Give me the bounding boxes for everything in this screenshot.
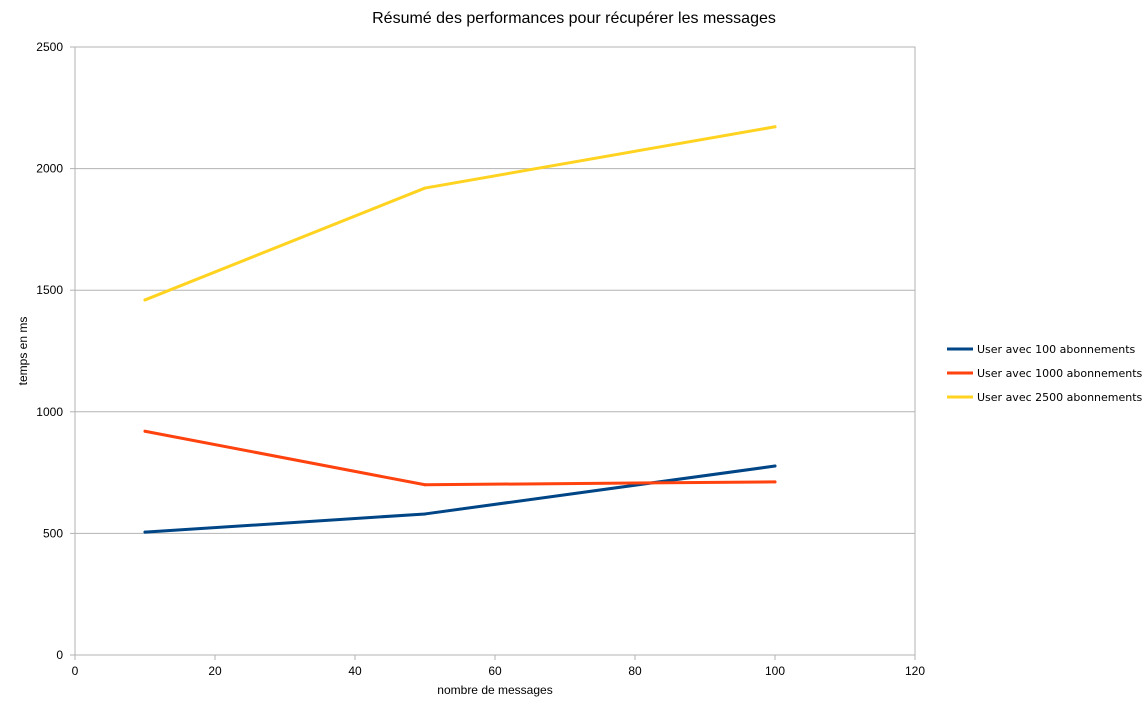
legend-label-2: User avec 1000 abonnements: [977, 367, 1143, 380]
legend-label-3: User avec 2500 abonnements: [977, 391, 1143, 404]
x-tick-label: 0: [72, 664, 79, 678]
series-lines: [143, 125, 777, 534]
x-tick-label: 100: [765, 664, 785, 678]
y-tick-label: 0: [56, 648, 63, 662]
gridlines: [75, 46, 915, 656]
y-tick-label: 2500: [36, 40, 63, 54]
plot-area-frame: [74, 46, 916, 656]
x-axis-label: nombre de messages: [437, 683, 552, 697]
data-point-1-3: [773, 464, 777, 468]
data-point-3-2: [423, 186, 427, 190]
chart-title: Résumé des performances pour récupérer l…: [372, 10, 776, 27]
y-tick-label: 1000: [36, 405, 63, 419]
data-point-3-3: [773, 125, 777, 129]
y-tick-label: 1500: [36, 283, 63, 297]
x-tick-label: 60: [488, 664, 502, 678]
data-point-2-3: [773, 480, 777, 484]
x-tick-label: 120: [905, 664, 925, 678]
series-line-2: [143, 429, 777, 487]
data-point-2-2: [423, 483, 427, 487]
y-tick-label: 500: [43, 526, 63, 540]
data-point-1-1: [143, 530, 147, 534]
y-tick-label: 2000: [36, 162, 63, 176]
data-point-1-2: [423, 512, 427, 516]
y-axis-label: temps en ms: [16, 317, 30, 386]
legend: User avec 100 abonnements User avec 1000 …: [947, 343, 1143, 404]
y-axis-ticks: 0 500 1000 1500 2000 2500: [36, 40, 75, 662]
x-tick-label: 80: [628, 664, 642, 678]
legend-label-1: User avec 100 abonnements: [977, 343, 1136, 356]
x-axis-ticks: 0 20 40 60 80 100 120: [72, 655, 925, 678]
data-point-3-1: [143, 298, 147, 302]
series-line-3: [143, 125, 777, 302]
series-line-1: [143, 464, 777, 534]
x-tick-label: 40: [348, 664, 362, 678]
x-tick-label: 20: [208, 664, 222, 678]
data-point-2-1: [143, 429, 147, 433]
